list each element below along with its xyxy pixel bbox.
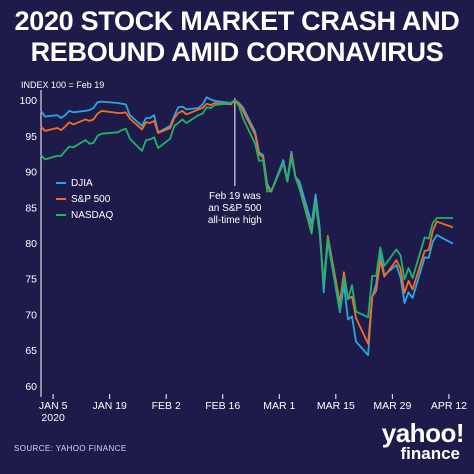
legend-label-s-p-500: S&P 500 [71,194,111,205]
x-tick-label: JAN 5 [39,400,68,412]
legend: DJIA S&P 500 NASDAQ [56,178,113,221]
yahoo-finance-logo: yahoo! finance [368,418,465,463]
y-axis-label: INDEX 100 = Feb 19 [21,80,104,90]
y-tick-label: 65 [25,345,37,357]
series-line-nasdaq [40,99,453,319]
brand-logo-text: yahoo! [381,418,465,448]
series-line-s-p-500 [40,99,454,345]
x-tick-label: APR 12 [431,400,467,412]
x-tick-label-year: 2020 [41,412,65,424]
x-tick-label: MAR 29 [373,400,411,412]
annotation-text: Feb 19 was [209,191,261,202]
series-lines [40,96,454,357]
chart-title-line-1: 2020 STOCK MARKET CRASH AND [14,6,460,36]
y-tick-label: 70 [25,309,37,321]
annotation-text: all-time high [208,215,262,226]
annotation-text: an S&P 500 [208,203,262,214]
y-tick-label: 85 [25,202,37,214]
x-tick-label: MAR 15 [317,400,355,412]
brand-sub-text: finance [400,444,460,463]
x-tick-label: JAN 19 [92,400,127,412]
y-tick-label: 60 [25,381,37,393]
legend-label-nasdaq: NASDAQ [71,210,113,221]
legend-label-djia: DJIA [71,178,93,189]
y-tick-label: 90 [25,167,37,179]
x-tick-label: FEB 2 [152,400,181,412]
x-tick-label: FEB 16 [205,400,240,412]
series-line-djia [40,96,454,357]
chart-axes: INDEX 100 = Feb 19 60 65 70 75 80 85 90 95 100 JAN… [19,80,467,424]
source-note: SOURCE: YAHOO FINANCE [14,444,127,453]
y-tick-label: 75 [25,274,37,286]
x-tick-label: MAR 1 [263,400,295,412]
y-tick-label: 95 [25,131,37,143]
y-tick-label: 100 [19,95,37,107]
y-tick-label: 80 [25,238,37,250]
chart-title: 2020 STOCK MARKET CRASH AND REBOUND AMID… [0,6,474,68]
chart-title-line-2: REBOUND AMID CORONAVIRUS [30,37,444,67]
